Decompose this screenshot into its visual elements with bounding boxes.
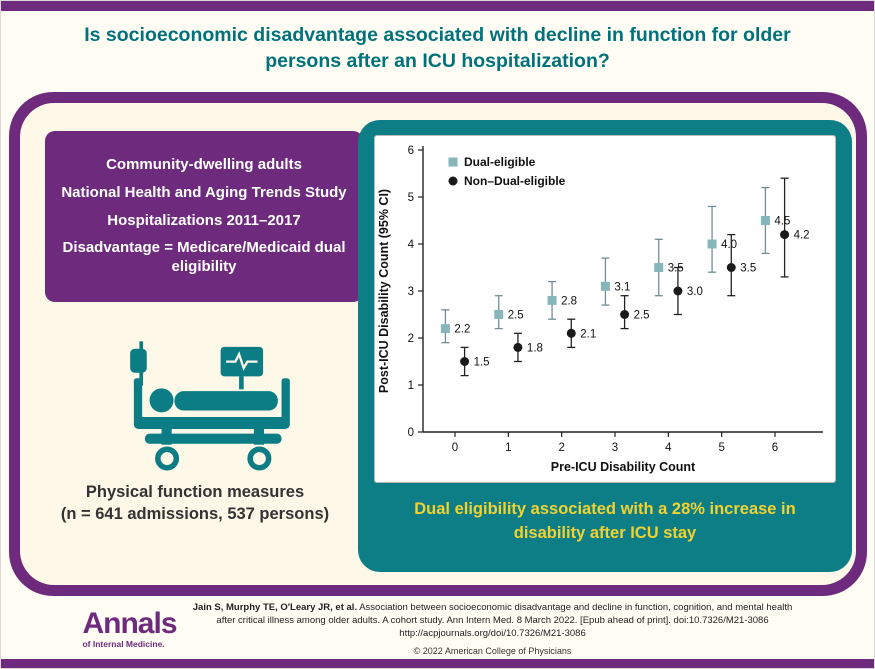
x-tick-label: 4 xyxy=(665,442,672,454)
data-point-marker xyxy=(513,342,523,352)
annals-logo-subtitle: of Internal Medicine. xyxy=(82,639,165,650)
y-tick-label: 3 xyxy=(408,286,414,298)
data-point-label: 1.5 xyxy=(474,357,490,369)
data-point-marker xyxy=(494,310,504,319)
y-tick-label: 5 xyxy=(408,192,414,204)
data-point-label: 1.8 xyxy=(527,342,543,354)
page-title: Is socioeconomic disadvantage associated… xyxy=(84,24,791,73)
x-tick-label: 2 xyxy=(558,442,564,454)
data-point-marker xyxy=(460,357,470,366)
data-point-label: 2.5 xyxy=(634,310,650,322)
study-info-box: Community-dwelling adults National Healt… xyxy=(45,131,363,302)
hospital-bed-icon xyxy=(70,331,338,479)
data-point-label: 2.8 xyxy=(561,295,577,307)
legend-label: Dual-eligible xyxy=(464,155,536,169)
data-point-label: 4.0 xyxy=(721,239,737,251)
data-point-marker xyxy=(547,295,557,305)
data-point-marker xyxy=(440,324,450,334)
citation-text: Jain S, Murphy TE, O'Leary JR, et al. As… xyxy=(193,601,793,628)
hospital-bed-svg xyxy=(130,341,290,471)
info-line-study: National Health and Aging Trends Study xyxy=(61,183,347,201)
info-line-population: Community-dwelling adults xyxy=(106,156,302,173)
info-line-years: Hospitalizations 2011–2017 xyxy=(107,211,301,229)
chart-panel: 0 1 2 3 4 5 6 0 1 2 3 4 5 6 Pre-ICU Disability Count Po… xyxy=(374,135,836,483)
data-point-marker xyxy=(566,328,576,338)
measure-line-2: (n = 641 admissions, 537 persons) xyxy=(60,505,330,524)
data-point-marker xyxy=(707,239,717,249)
y-tick-label: 1 xyxy=(408,380,414,392)
data-point-marker xyxy=(620,310,630,319)
data-point-label: 4.2 xyxy=(794,230,810,242)
data-point-label: 2.2 xyxy=(454,324,470,336)
data-point-marker xyxy=(673,286,683,296)
data-point-marker xyxy=(654,263,664,272)
footer: Annals of Internal Medicine. Jain S, Mur… xyxy=(1,599,874,659)
top-accent-bar xyxy=(1,1,874,11)
y-tick-label: 4 xyxy=(408,239,415,251)
y-tick-label: 2 xyxy=(408,333,414,345)
legend-label: Non–Dual-eligible xyxy=(464,174,566,188)
x-axis-label: Pre-ICU Disability Count xyxy=(551,460,696,474)
data-point-label: 2.1 xyxy=(580,328,596,340)
citation-authors: Jain S, Murphy TE, O'Leary JR, et al. xyxy=(192,601,358,613)
y-axis-label: Post-ICU Disability Count (95% CI) xyxy=(377,189,391,393)
legend-marker xyxy=(448,157,458,167)
y-tick-label: 0 xyxy=(408,427,414,439)
data-point-label: 2.5 xyxy=(508,310,524,322)
citation-url: http://acpjournals.org/doi/10.7326/M21-3… xyxy=(399,628,586,640)
y-tick-label: 6 xyxy=(408,145,414,157)
results-panel: 0 1 2 3 4 5 6 0 1 2 3 4 5 6 Pre-ICU Disability Count Po… xyxy=(358,120,852,572)
info-line-disadvantage: Disadvantage = Medicare/Medicaid dual el… xyxy=(62,239,346,275)
x-tick-label: 1 xyxy=(505,442,511,454)
x-tick-label: 0 xyxy=(452,442,458,454)
data-point-marker xyxy=(726,263,736,272)
x-tick-label: 5 xyxy=(718,442,724,454)
x-tick-label: 6 xyxy=(772,442,778,454)
data-point-label: 3.1 xyxy=(614,281,630,293)
citation-block: Jain S, Murphy TE, O'Leary JR, et al. As… xyxy=(193,601,793,657)
data-point-label: 3.5 xyxy=(740,263,756,275)
outcome-measures: Physical function measures (n = 641 admi… xyxy=(20,481,370,526)
legend-marker xyxy=(448,176,458,186)
conclusion-text: Dual eligibility associated with a 28% i… xyxy=(414,500,796,542)
annals-logo: Annals of Internal Medicine. xyxy=(82,607,177,650)
main-panel: Community-dwelling adults National Healt… xyxy=(9,92,867,596)
citation-body: Association between socioeconomic disadv… xyxy=(216,601,793,627)
data-point-marker xyxy=(760,216,770,225)
copyright-text: © 2022 American College of Physicians xyxy=(413,645,572,656)
chart-svg: 0 1 2 3 4 5 6 0 1 2 3 4 5 6 Pre-ICU Disability Count Po… xyxy=(377,145,823,474)
x-tick-label: 3 xyxy=(612,442,618,454)
data-point-marker xyxy=(600,281,610,291)
data-point-marker xyxy=(780,230,790,240)
measure-line-1: Physical function measures xyxy=(85,483,305,501)
bottom-accent-bar xyxy=(1,659,874,668)
data-point-label: 3.0 xyxy=(687,286,703,298)
main-panel-inner: Community-dwelling adults National Healt… xyxy=(20,103,856,585)
data-point-label: 3.5 xyxy=(668,263,684,275)
annals-logo-wordmark: Annals xyxy=(82,607,177,641)
data-point-label: 4.5 xyxy=(774,216,790,228)
